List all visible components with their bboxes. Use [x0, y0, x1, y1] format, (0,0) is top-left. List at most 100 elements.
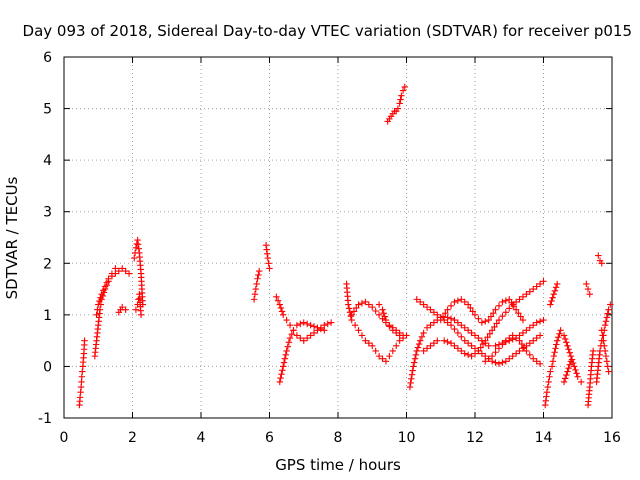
data-point-marker: [454, 329, 462, 337]
data-point-marker: [600, 337, 607, 344]
data-point-marker: [485, 316, 492, 324]
data-point-marker: [605, 306, 612, 313]
data-point-marker: [482, 358, 489, 365]
data-point-marker: [468, 342, 475, 349]
data-point-marker: [506, 355, 513, 362]
data-point-marker: [351, 321, 359, 329]
data-point-marker: [276, 301, 283, 308]
data-point-marker: [508, 299, 515, 307]
data-point-marker: [447, 315, 455, 322]
data-point-marker: [345, 305, 353, 312]
data-point-marker: [288, 330, 295, 338]
data-point-marker: [97, 294, 104, 301]
data-point-marker: [98, 291, 105, 298]
data-point-marker: [290, 327, 297, 334]
data-point-marker: [444, 338, 451, 346]
data-point-marker: [540, 278, 547, 285]
data-point-marker: [512, 306, 520, 313]
data-point-marker: [595, 252, 602, 259]
data-point-marker: [254, 275, 261, 282]
x-tick-label: 14: [535, 430, 553, 446]
data-point-marker: [564, 342, 571, 349]
data-point-marker: [365, 301, 373, 308]
data-point-marker: [598, 327, 605, 334]
data-point-marker: [454, 319, 462, 326]
data-point-marker: [519, 345, 527, 352]
data-point-marker: [262, 242, 270, 249]
data-point-marker: [283, 316, 290, 324]
data-point-marker: [461, 324, 468, 331]
chart-title: Day 093 of 2018, Sidereal Day-to-day VTE…: [23, 22, 632, 40]
data-point-marker: [300, 337, 307, 344]
data-point-marker: [451, 316, 458, 324]
data-point-marker: [546, 373, 553, 380]
data-point-marker: [417, 337, 424, 344]
data-point-marker: [300, 319, 307, 326]
data-point-marker: [444, 319, 451, 326]
data-point-marker: [475, 334, 482, 342]
data-point-marker: [495, 316, 503, 324]
data-point-marker: [530, 355, 537, 362]
data-point-marker: [607, 301, 614, 308]
data-point-marker: [430, 319, 438, 326]
data-point-marker: [602, 352, 610, 360]
data-point-marker: [81, 337, 88, 344]
x-tick-label: 2: [128, 430, 137, 446]
data-point-marker: [264, 250, 271, 258]
data-point-marker: [375, 352, 383, 360]
y-tick-label: 4: [43, 153, 52, 169]
data-point-marker: [548, 297, 555, 305]
data-point-marker: [362, 337, 369, 344]
data-point-marker: [282, 351, 289, 359]
data-series-sdtvar: [76, 83, 614, 409]
data-point-marker: [561, 335, 569, 343]
data-point-marker: [495, 302, 503, 310]
data-point-marker: [516, 296, 523, 303]
data-point-marker: [379, 306, 386, 313]
data-point-marker: [517, 313, 524, 320]
data-point-marker: [347, 312, 355, 320]
data-point-marker: [565, 346, 572, 353]
data-point-marker: [574, 373, 581, 380]
data-point-marker: [375, 311, 383, 319]
data-point-marker: [533, 334, 540, 342]
data-point-marker: [451, 298, 458, 306]
data-point-marker: [372, 307, 379, 315]
data-point-marker: [458, 321, 465, 329]
data-point-marker: [135, 296, 142, 303]
data-point-marker: [586, 291, 593, 298]
x-axis-label: GPS time / hours: [275, 456, 401, 474]
data-point-marker: [471, 332, 479, 339]
data-point-marker: [526, 351, 533, 359]
data-point-marker: [285, 339, 293, 346]
data-point-marker: [134, 236, 141, 244]
data-point-marker: [350, 308, 358, 315]
data-point-marker: [502, 358, 510, 365]
data-point-marker: [454, 297, 462, 304]
data-point-marker: [488, 327, 496, 334]
data-point-marker: [96, 297, 103, 305]
data-point-marker: [484, 334, 491, 341]
data-point-marker: [100, 287, 107, 294]
data-point-marker: [293, 332, 301, 339]
data-point-marker: [544, 383, 551, 391]
data-point-marker: [523, 291, 530, 298]
data-point-marker: [278, 370, 285, 378]
data-point-marker: [583, 280, 590, 288]
data-point-marker: [499, 312, 506, 320]
data-point-marker: [280, 359, 288, 366]
data-point-marker: [286, 334, 294, 342]
data-point-marker: [263, 246, 270, 253]
data-point-marker: [475, 315, 482, 322]
data-point-marker: [447, 302, 455, 310]
data-point-marker: [551, 287, 559, 294]
data-point-marker: [493, 320, 500, 327]
data-point-marker: [286, 321, 294, 329]
data-point-marker: [461, 298, 468, 306]
data-point-marker: [555, 334, 562, 341]
data-point-marker: [551, 349, 558, 356]
data-point-marker: [253, 280, 260, 288]
data-point-marker: [512, 350, 520, 357]
data-point-marker: [512, 334, 520, 342]
data-point-marker: [389, 347, 396, 355]
